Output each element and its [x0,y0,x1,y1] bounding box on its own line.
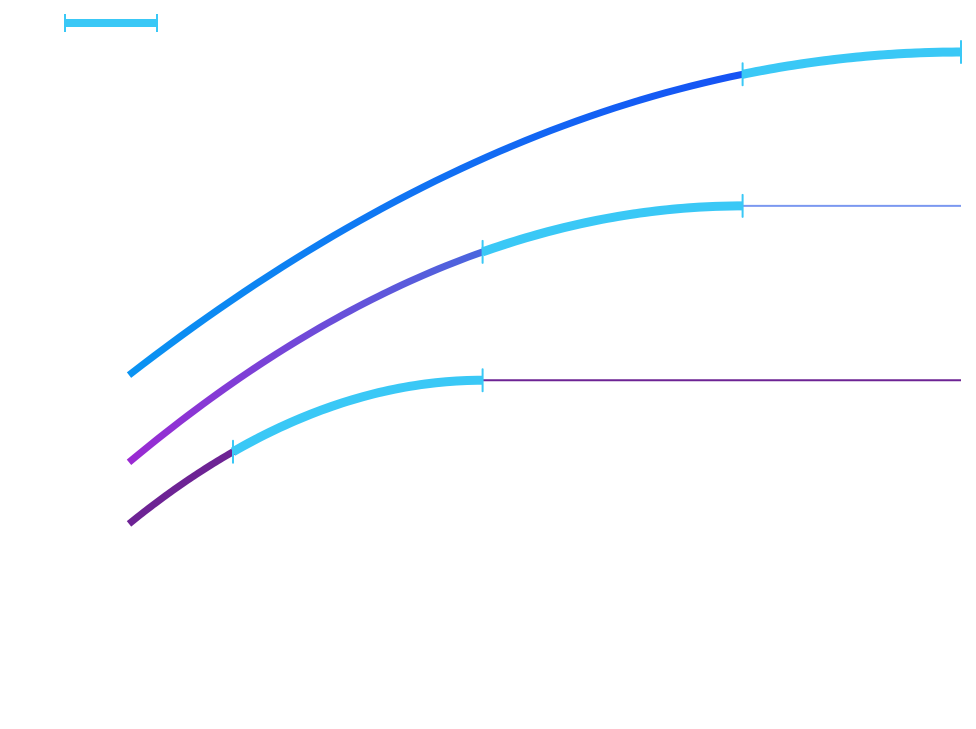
bottom-series-segment-1 [126,448,235,527]
middle-series-segment-1 [126,248,484,466]
bottom-series-segment-2 [230,375,483,456]
segment-markers [232,40,962,464]
top-series-segment-1 [126,70,744,378]
plot-series [126,47,962,527]
legend [64,14,158,32]
middle-series-segment-2 [481,201,743,257]
top-series-segment-2 [741,47,962,79]
